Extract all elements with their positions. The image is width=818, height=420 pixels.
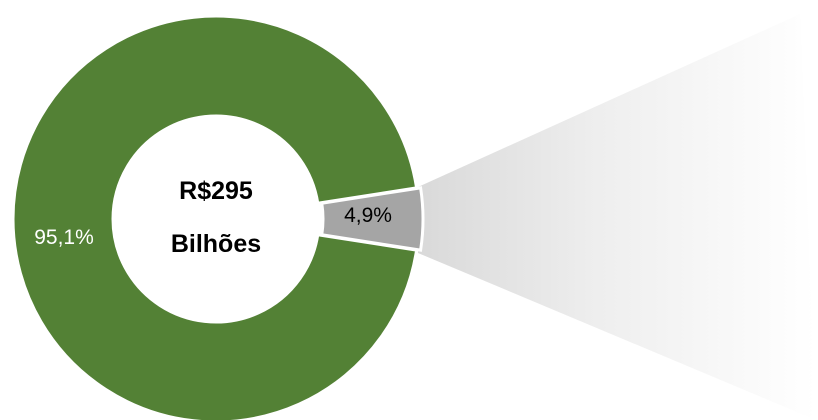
donut-slice-1	[320, 186, 425, 252]
center-label-line-1: R$295	[179, 177, 253, 205]
slice-labels-group: 95,1% 4,9%	[34, 204, 392, 249]
slice-label-0: 95,1%	[34, 226, 94, 249]
donut-slice-0	[11, 14, 419, 420]
slices-group	[11, 14, 425, 420]
callout-wedge	[418, 14, 816, 420]
center-label-line-2: Bilhões	[171, 230, 261, 258]
slice-label-1: 4,9%	[344, 204, 392, 227]
